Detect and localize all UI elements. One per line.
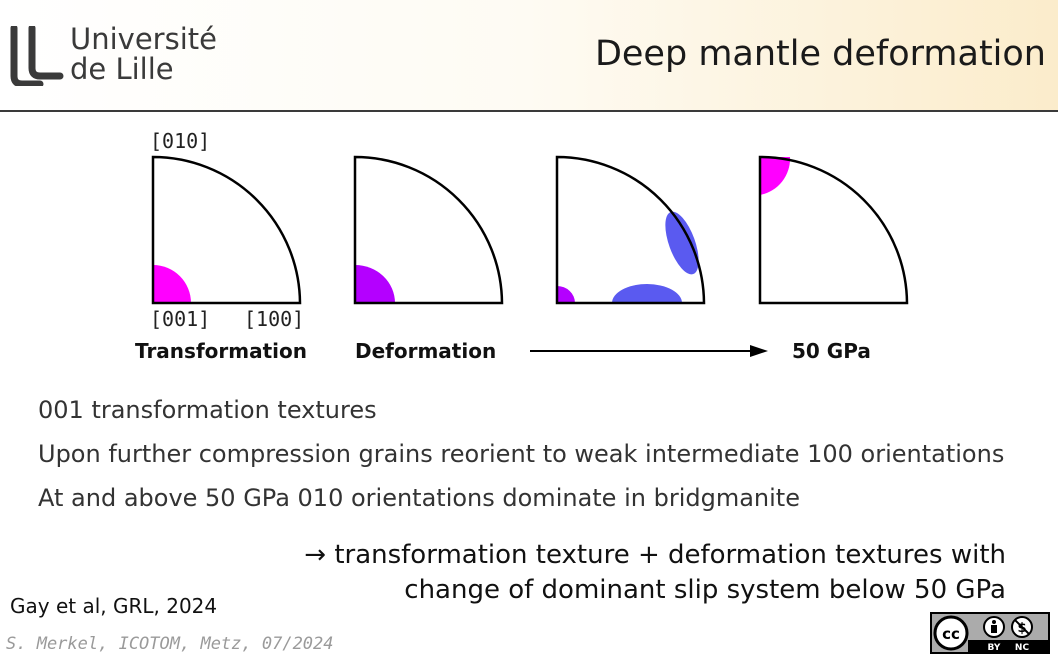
purple-texture-spot (557, 286, 575, 303)
cc-by-nc-license-icon: cc $ BY NC (930, 612, 1050, 654)
magenta-texture-spot (760, 157, 791, 195)
slide-title: Deep mantle deformation (594, 34, 1046, 74)
pole-figure-outline (758, 155, 909, 305)
svg-text:$: $ (1017, 621, 1026, 636)
axis-label-100: [100] (244, 307, 304, 331)
pole-figure-50gpa (758, 155, 909, 305)
magenta-texture-spot (153, 265, 191, 303)
pole-figure-outline (151, 155, 302, 305)
axis-label-001: [001] (150, 307, 210, 331)
bullet-item: 001 transformation textures (38, 396, 377, 424)
pole-figure-intermediate (555, 155, 706, 305)
slide-header: Université de Lille Deep mantle deformat… (0, 0, 1058, 112)
conclusion-line2: change of dominant slip system below 50 … (404, 575, 1006, 605)
nc-label: NC (1015, 643, 1030, 652)
university-name-line1: Université (70, 22, 217, 56)
axis-label-010: [010] (150, 129, 210, 153)
label-transformation: Transformation (135, 339, 307, 363)
pole-figure-outline (353, 155, 504, 305)
label-50gpa: 50 GPa (792, 339, 871, 363)
conclusion-text: → transformation texture + deformation t… (304, 538, 1006, 608)
arrow-icon (530, 345, 768, 357)
bullet-list: 001 transformation textures Upon further… (38, 394, 1004, 526)
inverse-pole-figure-panels: [010] [001] [100] Transformation Deforma… (135, 129, 909, 363)
conclusion-line1: → transformation texture + deformation t… (304, 540, 1006, 570)
bullet-item: Upon further compression grains reorient… (38, 440, 1005, 468)
by-label: BY (988, 643, 1001, 652)
bullet-item: At and above 50 GPa 010 orientations dom… (38, 484, 800, 512)
pole-figure-deformation (353, 155, 504, 305)
universite-lille-logo-icon (10, 26, 64, 86)
footer-author: S. Merkel, ICOTOM, Metz, 07/2024 (6, 634, 334, 654)
pole-figure-outline (555, 155, 706, 305)
blue-texture-spot (612, 284, 682, 303)
label-deformation: Deformation (355, 339, 496, 363)
blue-texture-spot (665, 211, 699, 275)
pole-figure-transformation: [010] [001] [100] (150, 129, 304, 331)
university-name: Université de Lille (70, 24, 217, 84)
cc-label: cc (942, 625, 960, 643)
citation: Gay et al, GRL, 2024 (10, 594, 218, 618)
purple-texture-spot (355, 265, 395, 303)
university-name-line2: de Lille (70, 52, 174, 86)
